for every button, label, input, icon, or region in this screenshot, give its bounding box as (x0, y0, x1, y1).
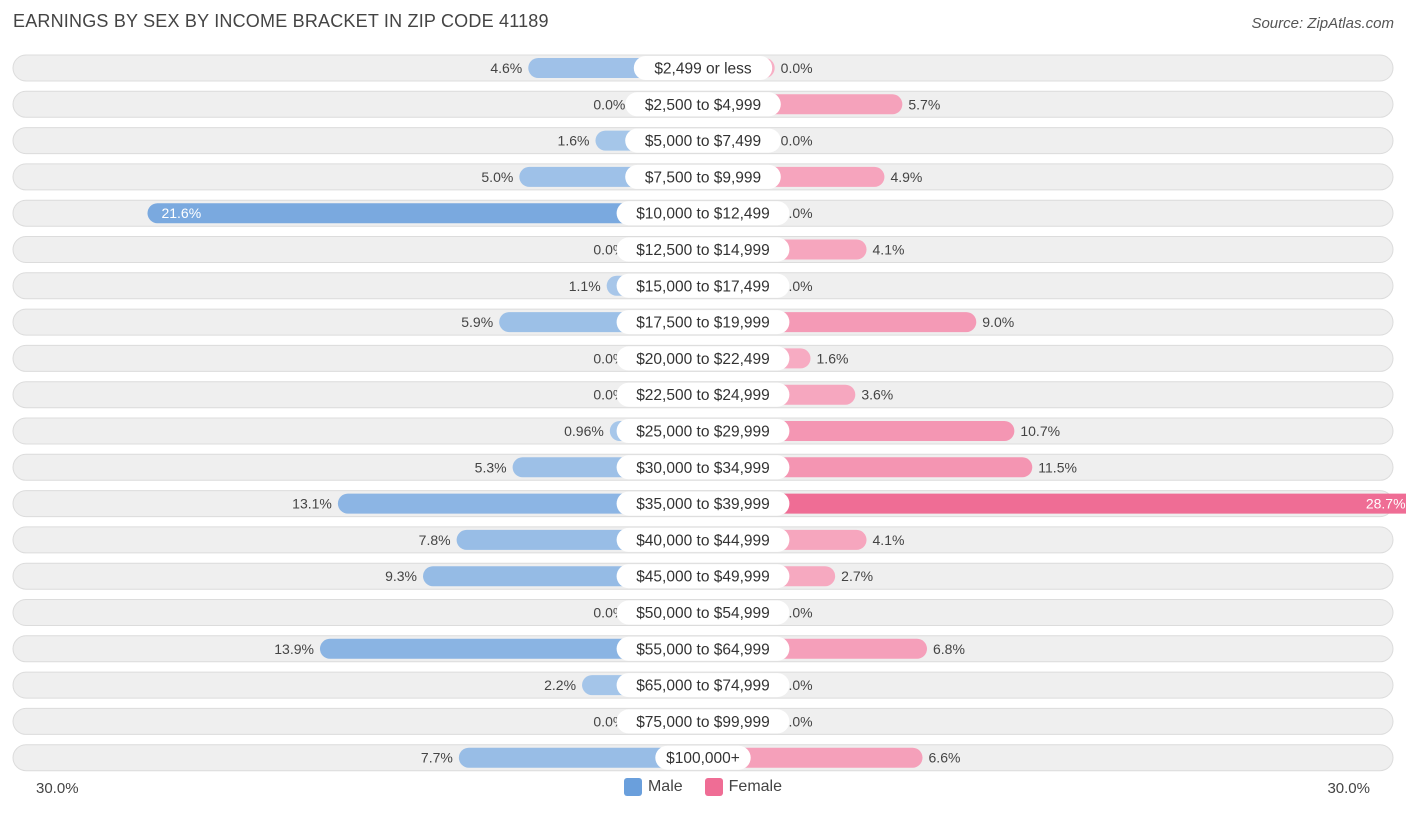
male-value-label: 13.1% (292, 496, 332, 512)
legend-item-male[interactable]: Male (623, 778, 683, 796)
category-label: $7,500 to $9,999 (645, 169, 761, 186)
legend-swatch-male (623, 778, 642, 796)
female-value-label: 0.0% (781, 60, 813, 76)
male-value-label: 1.6% (558, 133, 590, 149)
male-value-label: 2.2% (544, 677, 576, 693)
category-label-pill (616, 273, 790, 298)
category-label: $25,000 to $29,999 (636, 424, 770, 441)
male-value-label: 7.7% (421, 750, 453, 766)
female-value-label: 3.6% (861, 387, 893, 403)
female-value-label: 4.1% (873, 242, 905, 258)
female-value-label: 28.7% (1366, 496, 1406, 512)
female-value-label: 1.6% (817, 350, 849, 366)
category-label: $10,000 to $12,499 (636, 206, 770, 223)
male-value-label: 4.6% (490, 60, 522, 76)
category-label-pill (616, 527, 790, 552)
female-value-label: 11.5% (1038, 459, 1077, 475)
source-credit: Source: ZipAtlas.com (1251, 15, 1394, 32)
female-value-label: 5.7% (908, 96, 940, 112)
female-value-label: 6.8% (933, 641, 965, 657)
category-label-pill (616, 382, 790, 407)
category-label-pill (625, 128, 781, 153)
category-label: $35,000 to $39,999 (636, 496, 770, 513)
category-label: $55,000 to $64,999 (636, 641, 770, 658)
category-label: $17,500 to $19,999 (636, 315, 770, 332)
male-value-label: 5.9% (461, 314, 493, 330)
female-value-label: 0.0% (781, 133, 813, 149)
male-value-label: 21.6% (161, 205, 201, 221)
category-label-pill (616, 419, 790, 443)
male-value-label: 7.8% (419, 532, 451, 548)
female-bar (703, 747, 923, 768)
axis-left-label: 30.0% (36, 780, 79, 797)
male-value-label: 9.3% (385, 568, 417, 584)
male-value-label: 5.3% (475, 459, 507, 475)
category-label: $15,000 to $17,499 (636, 278, 770, 295)
female-value-label: 9.0% (982, 314, 1014, 330)
category-label: $20,000 to $22,499 (636, 351, 770, 368)
legend-swatch-female (704, 778, 723, 796)
category-label: $12,500 to $14,999 (636, 242, 770, 259)
male-value-label: 5.0% (481, 169, 513, 185)
category-label-pill (616, 709, 790, 734)
category-label-pill (616, 673, 790, 698)
male-bar (147, 203, 704, 224)
category-label: $45,000 to $49,999 (636, 569, 770, 586)
male-bar (458, 747, 703, 768)
category-label-pill (616, 346, 790, 371)
category-label-pill (616, 564, 790, 589)
male-value-label: 0.0% (593, 96, 625, 112)
category-label: $30,000 to $34,999 (636, 460, 770, 477)
category-label-pill (616, 491, 790, 516)
legend-label-male: Male (647, 778, 683, 795)
category-label: $75,000 to $99,999 (636, 714, 770, 731)
category-label-pill (633, 56, 773, 80)
category-label-pill (625, 164, 781, 189)
female-bar (703, 493, 1406, 514)
axis-right-label: 30.0% (1327, 780, 1370, 797)
category-label: $5,000 to $7,499 (645, 133, 761, 150)
female-value-label: 4.9% (890, 169, 922, 185)
chart-title: EARNINGS BY SEX BY INCOME BRACKET IN ZIP… (13, 11, 549, 31)
category-label-pill (616, 310, 790, 335)
category-label-pill (616, 636, 790, 661)
category-label-pill (616, 237, 790, 262)
category-label-pill (625, 92, 781, 117)
male-value-label: 13.9% (274, 641, 314, 657)
category-label: $50,000 to $54,999 (636, 605, 770, 622)
legend-label-female: Female (728, 778, 783, 795)
male-value-label: 0.96% (564, 423, 604, 439)
category-label: $100,000+ (666, 750, 740, 767)
category-label-pill (616, 600, 790, 625)
category-label-pill (616, 201, 790, 226)
category-label: $2,499 or less (654, 61, 752, 78)
female-value-label: 2.7% (841, 568, 873, 584)
category-label: $22,500 to $24,999 (636, 387, 770, 404)
male-bar (337, 493, 703, 514)
female-value-label: 4.1% (873, 532, 905, 548)
female-value-label: 10.7% (1020, 423, 1060, 439)
category-label: $65,000 to $74,999 (636, 678, 770, 695)
category-label-pill (655, 745, 751, 770)
male-value-label: 1.1% (569, 278, 601, 294)
legend-item-female[interactable]: Female (704, 778, 783, 796)
legend: Male Female (0, 778, 1406, 796)
category-label-pill (616, 455, 790, 480)
female-value-label: 6.6% (929, 750, 961, 766)
male-bar (319, 638, 703, 659)
category-label: $40,000 to $44,999 (636, 532, 770, 549)
category-label: $2,500 to $4,999 (645, 97, 761, 114)
